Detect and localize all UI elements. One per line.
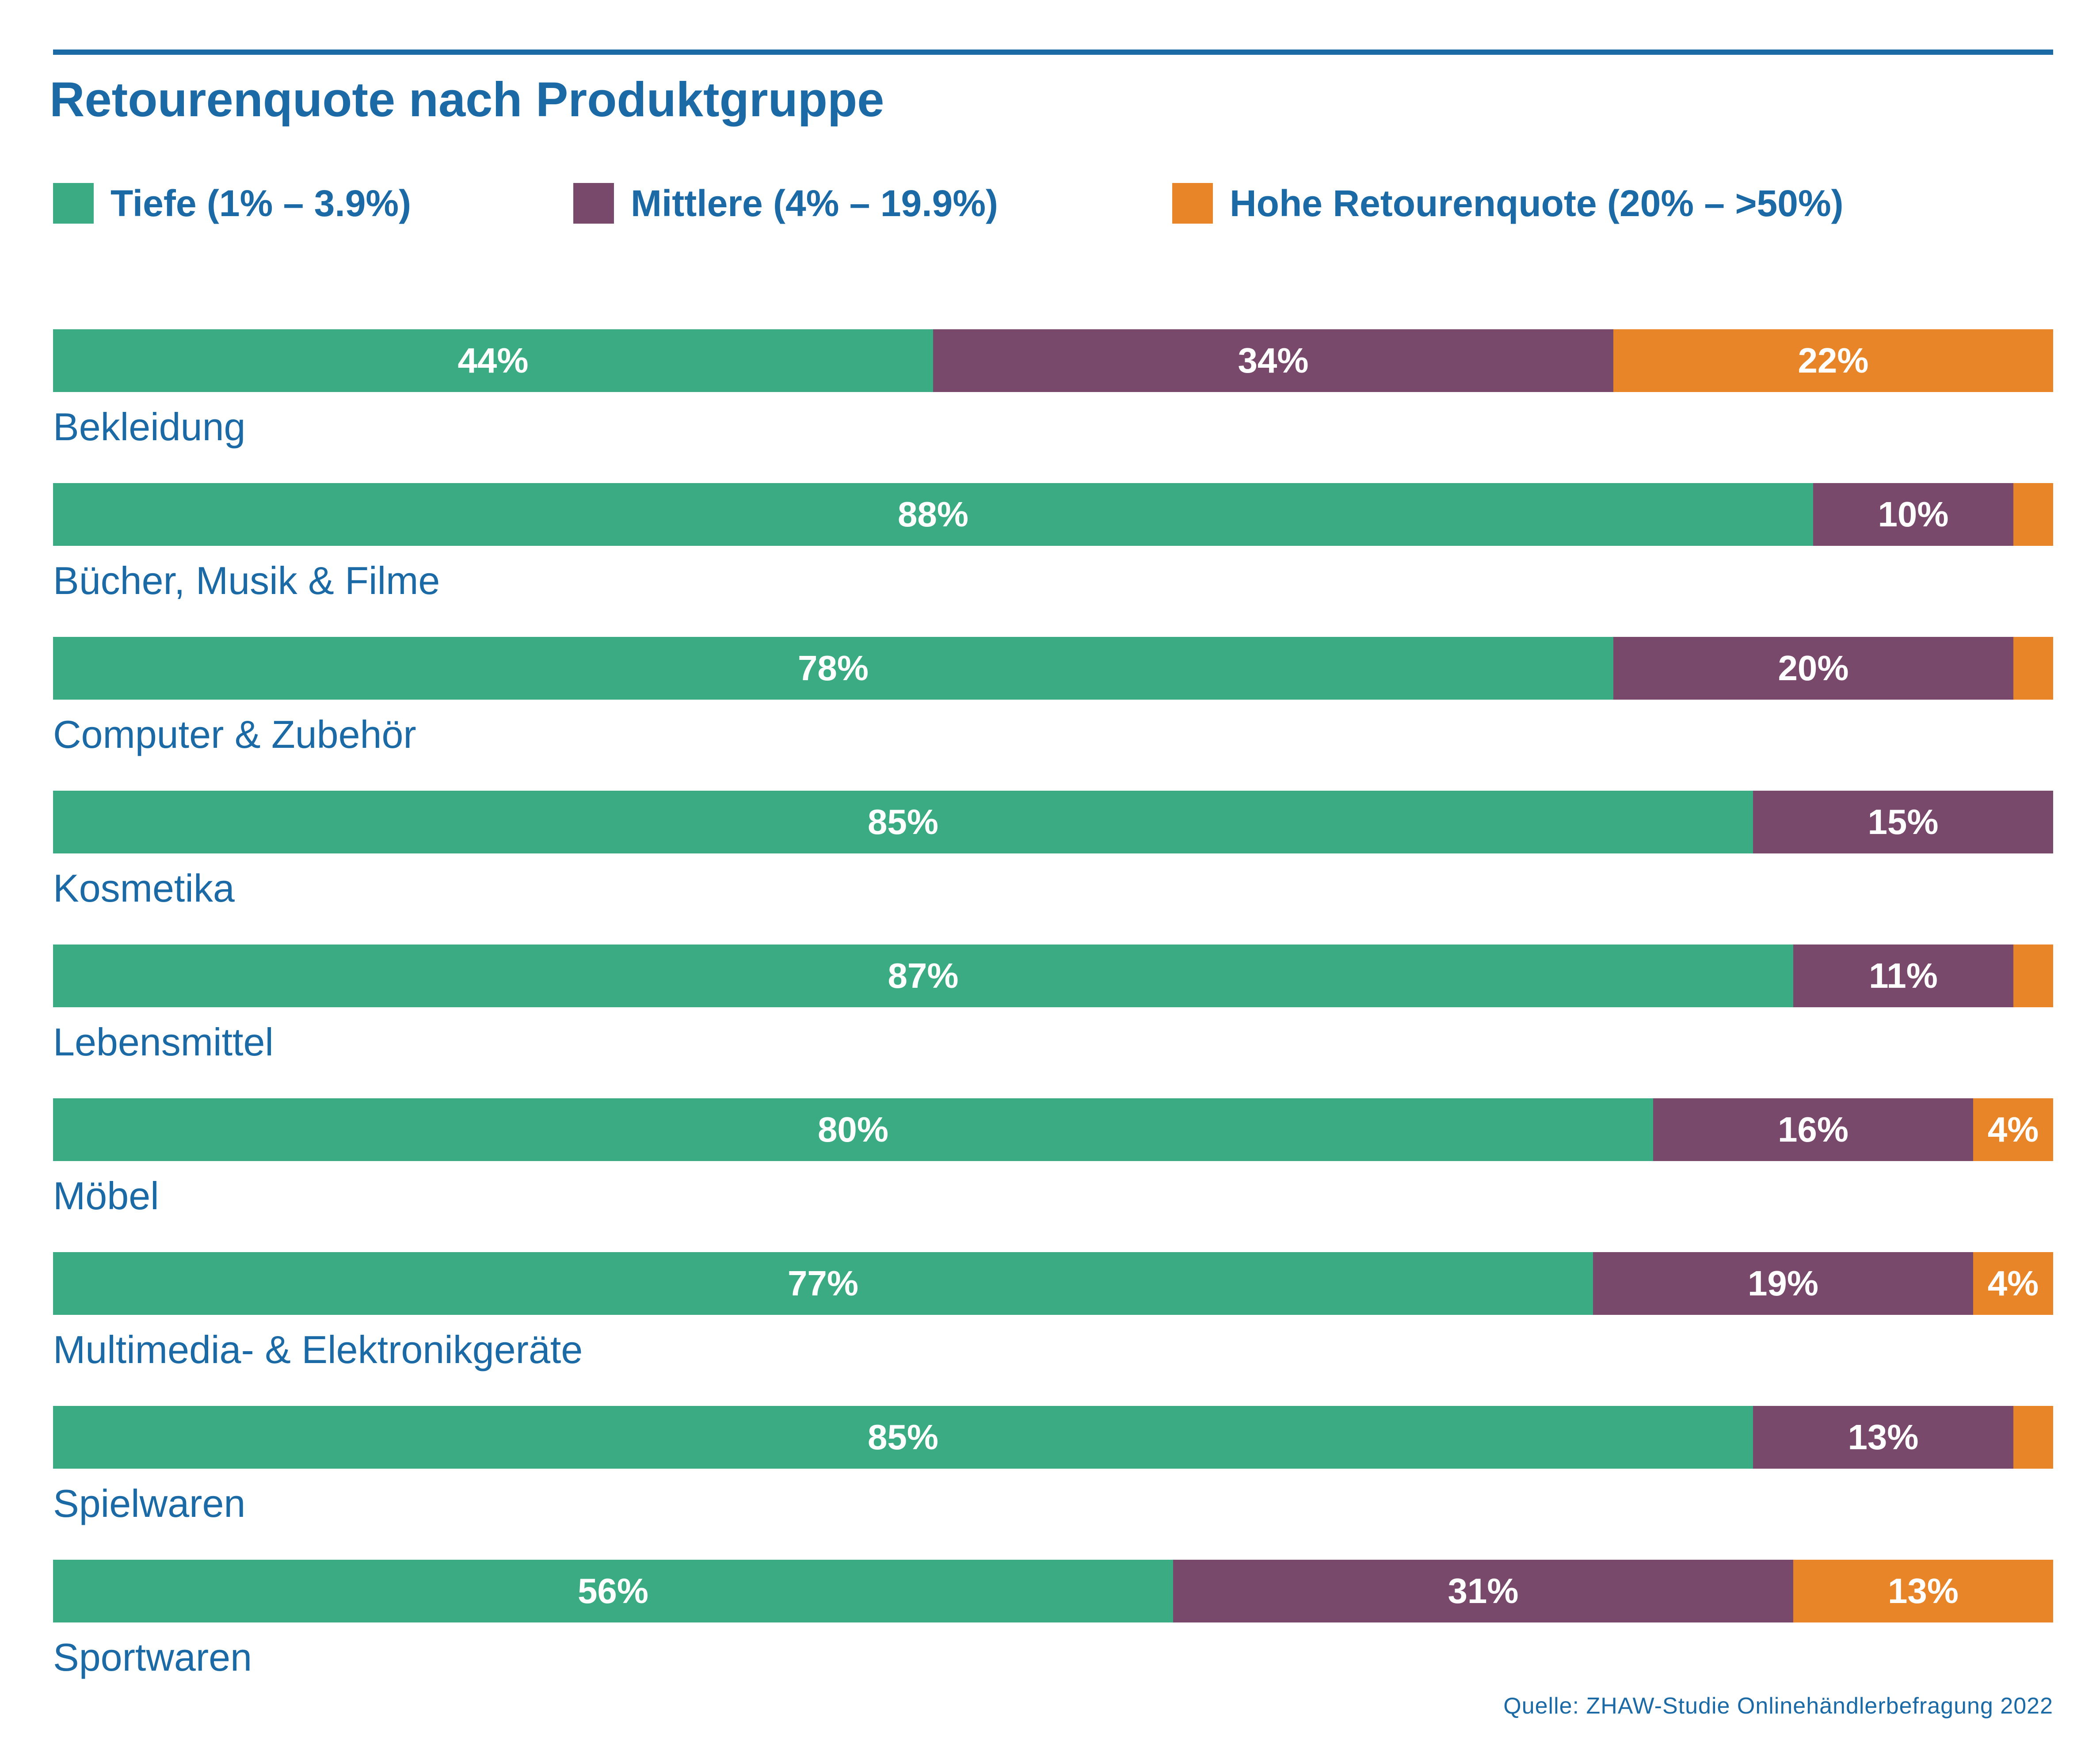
bar-row: 78% 20% Computer & Zubehör [53, 637, 2053, 761]
data-label: 19% [1747, 1264, 1819, 1303]
legend-item-mid: Mittlere (4% – 19.9%) [573, 181, 998, 225]
bar-row: 85% 15% Kosmetika [53, 791, 2053, 914]
legend-swatch-mid [573, 183, 614, 224]
source-note: Quelle: ZHAW-Studie Onlinehändlerbefragu… [1503, 1693, 2053, 1719]
bar-row: 80% 16% 4% Möbel [53, 1098, 2053, 1222]
legend: Tiefe (1% – 3.9%) Mittlere (4% – 19.9%) … [53, 181, 2053, 225]
bar-segment-low: 77% [53, 1252, 1593, 1315]
bar-segment-low: 78% [53, 637, 1613, 700]
data-label: 4% [1987, 1110, 2039, 1149]
bar-segment-mid: 11% [1793, 944, 2013, 1007]
legend-item-high: Hohe Retourenquote (20% – >50%) [1172, 181, 1844, 225]
category-label: Möbel [53, 1174, 159, 1218]
data-label: 20% [1778, 648, 1849, 688]
stacked-bar: 87% 11% [53, 944, 2053, 1007]
data-label: 16% [1777, 1110, 1849, 1149]
bar-segment-low: 87% [53, 944, 1793, 1007]
chart-title: Retourenquote nach Produktgruppe [50, 72, 884, 127]
category-label: Spielwaren [53, 1481, 246, 1525]
data-label: 85% [867, 802, 939, 842]
bar-segment-low: 80% [53, 1098, 1653, 1161]
data-label: 44% [457, 341, 529, 380]
bar-segment-mid: 20% [1613, 637, 2013, 700]
bar-segment-low: 44% [53, 329, 933, 392]
bar-row: 85% 13% Spielwaren [53, 1406, 2053, 1530]
bar-segment-low: 56% [53, 1560, 1173, 1622]
legend-label-mid: Mittlere (4% – 19.9%) [631, 182, 998, 224]
data-label: 88% [897, 495, 969, 534]
bar-row: 87% 11% Lebensmittel [53, 944, 2053, 1068]
bar-segment-mid: 15% [1753, 791, 2053, 853]
bar-segment-mid: 10% [1813, 483, 2013, 546]
legend-swatch-low [53, 183, 94, 224]
category-label: Multimedia- & Elektronikgeräte [53, 1328, 583, 1371]
category-label: Bücher, Musik & Filme [53, 559, 440, 602]
bar-segment-high [2013, 637, 2053, 700]
data-label: 34% [1238, 341, 1309, 380]
bar-segment-high: 22% [1613, 329, 2053, 392]
stacked-bar: 85% 13% [53, 1406, 2053, 1469]
bar-row: 88% 10% Bücher, Musik & Filme [53, 483, 2053, 607]
data-label: 13% [1887, 1571, 1959, 1611]
data-label: 22% [1798, 341, 1869, 380]
bar-segment-high [2013, 944, 2053, 1007]
category-label: Bekleidung [53, 405, 246, 449]
data-label: 85% [867, 1417, 939, 1457]
stacked-bar: 78% 20% [53, 637, 2053, 700]
data-label: 78% [797, 648, 869, 688]
bar-segment-mid: 31% [1173, 1560, 1793, 1622]
category-label: Lebensmittel [53, 1020, 274, 1064]
stacked-bar: 77% 19% 4% [53, 1252, 2053, 1315]
data-label: 13% [1848, 1417, 1919, 1457]
stacked-bar: 85% 15% [53, 791, 2053, 853]
data-label: 4% [1987, 1264, 2039, 1303]
data-label: 15% [1868, 802, 1939, 842]
bar-segment-low: 88% [53, 483, 1813, 546]
bar-row: 44% 34% 22% Bekleidung [53, 329, 2053, 453]
legend-label-low: Tiefe (1% – 3.9%) [111, 182, 412, 224]
data-label: 10% [1878, 495, 1949, 534]
data-label: 56% [577, 1571, 649, 1611]
data-label: 77% [787, 1264, 859, 1303]
legend-item-low: Tiefe (1% – 3.9%) [53, 181, 411, 225]
data-label: 11% [1869, 956, 1938, 995]
stacked-bar: 80% 16% 4% [53, 1098, 2053, 1161]
category-label: Computer & Zubehör [53, 712, 416, 756]
category-label: Kosmetika [53, 866, 235, 910]
data-label: 31% [1448, 1571, 1519, 1611]
bar-segment-mid: 16% [1653, 1098, 1973, 1161]
data-label: 80% [817, 1110, 889, 1149]
bar-segment-mid: 34% [933, 329, 1613, 392]
bar-segment-low: 85% [53, 791, 1753, 853]
bar-row: 56% 31% 13% Sportwaren [53, 1560, 2053, 1683]
bar-segment-high: 13% [1793, 1560, 2053, 1622]
category-label: Sportwaren [53, 1635, 252, 1679]
data-label: 87% [888, 956, 959, 995]
legend-label-high: Hohe Retourenquote (20% – >50%) [1230, 182, 1844, 224]
bar-segment-high [2013, 1406, 2053, 1469]
bar-segment-mid: 19% [1593, 1252, 1973, 1315]
legend-swatch-high [1172, 183, 1213, 224]
bar-segment-mid: 13% [1753, 1406, 2013, 1469]
bar-segment-high [2013, 483, 2053, 546]
bar-segment-low: 85% [53, 1406, 1753, 1469]
stacked-bar: 56% 31% 13% [53, 1560, 2053, 1622]
stacked-bar: 44% 34% 22% [53, 329, 2053, 392]
bar-row: 77% 19% 4% Multimedia- & Elektronikgeräte [53, 1252, 2053, 1376]
bar-segment-high: 4% [1973, 1252, 2053, 1315]
top-rule [53, 50, 2053, 55]
bar-segment-high: 4% [1973, 1098, 2053, 1161]
stacked-bar: 88% 10% [53, 483, 2053, 546]
